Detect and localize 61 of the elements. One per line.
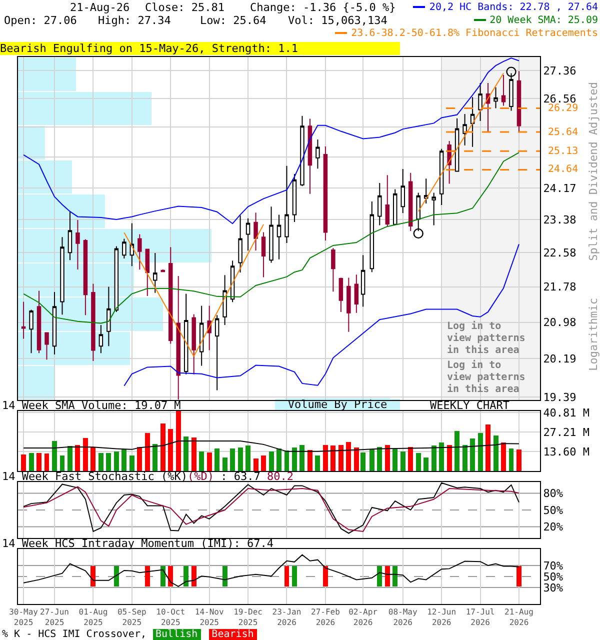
annotation: Log in to view patterns in this area: [447, 360, 526, 396]
x-tick-label: 01-Aug 2025: [78, 608, 108, 627]
x-tick-label: 21-Aug 2026: [504, 608, 534, 627]
legend-label: 23.6-38.2-50-61.8% Fibonacci Retracements: [351, 28, 598, 39]
ref-line-label: 25.64: [548, 127, 578, 138]
text: Low: 25.64: [200, 14, 266, 27]
ref-line-label: 26.29: [548, 103, 578, 114]
annotation: Log in to view patterns in this area: [447, 321, 526, 357]
annotation: 80.2: [266, 470, 294, 483]
y-tick-label: 20.98: [543, 316, 576, 330]
text: Bearish Engulfing on 15-May-26, Strength: 1.1: [0, 42, 400, 55]
y-tick-label: 50%: [543, 504, 564, 517]
x-tick-label: 12-Jun 2026: [427, 608, 456, 627]
text: 21-Aug-26: [70, 1, 130, 14]
annotation: WEEKLY CHART: [430, 399, 510, 412]
text: High: 27.34: [98, 14, 171, 27]
text: (%K): [160, 470, 188, 483]
text: Bearish: [208, 629, 257, 640]
chart-title: 14 Week Fast Stochastic: [2, 470, 154, 483]
y-tick-label: 70%: [543, 559, 564, 572]
text: Bullish: [152, 629, 201, 640]
legend-title: % K - HCS IMI Crossover,: [2, 629, 146, 640]
x-tick-label: 10-Oct 2025: [156, 608, 186, 627]
y-tick-label: 27.36: [543, 64, 576, 78]
text: Open: 27.06: [4, 14, 77, 27]
x-tick-label: 14-Nov 2025: [194, 608, 224, 627]
y-tick-label: 30%: [543, 581, 564, 594]
x-tick-label: 27-Feb 2026: [310, 608, 340, 627]
y-tick-label: 19.39: [543, 390, 576, 404]
text: Change: -1.36 {-5.0 %}: [250, 1, 396, 14]
x-tick-label: 02-Apr 2026: [348, 608, 378, 627]
x-tick-label: 30-May 2025: [9, 608, 38, 627]
legend-label: 20 Week SMA: 25.09: [490, 15, 598, 26]
y-tick-label: 80%: [543, 487, 564, 500]
y-tick-label: 40.81 M: [543, 406, 590, 420]
y-tick-label: 20%: [543, 520, 564, 534]
y-tick-label: 27.21 M: [543, 426, 590, 439]
y-tick-label: 23.38: [543, 213, 576, 226]
y-tick-label: 24.17: [543, 182, 576, 195]
text: 14 Week SMA Volume: 19.07 M: [2, 399, 181, 412]
y-tick-label: 21.78: [543, 280, 576, 294]
x-tick-label: 05-Sep 2025: [117, 608, 147, 627]
y-tick-label: 50%: [543, 570, 564, 584]
x-tick-label: 23-Jan 2026: [272, 608, 302, 627]
ref-line-label: 24.64: [548, 164, 578, 175]
y-axis-title: Split and Dividend Adjusted: [587, 82, 600, 261]
text: (%D): [187, 470, 214, 483]
text: Vol: 15,063,134: [288, 14, 388, 27]
x-tick-label: 19-Dec 2025: [234, 608, 263, 627]
text: Close: 25.81: [145, 1, 224, 14]
legend-label: 20,2 HC Bands: 22.78 , 27.64: [429, 2, 598, 13]
y-tick-label: 13.60 M: [543, 445, 590, 458]
y-tick-label: 22.58: [543, 246, 576, 260]
annotation: : 63.7: [220, 470, 260, 483]
text: Logarithmic: [587, 298, 600, 371]
x-tick-label: 27-Jun 2025: [40, 608, 70, 627]
x-tick-label: 08-May 2026: [388, 608, 418, 627]
y-tick-label: 20.19: [543, 352, 576, 366]
chart-title: 14 Week HCS Intraday Momentum (IMI): 67.4: [2, 537, 274, 550]
x-tick-label: 17-Jul 2026: [466, 608, 495, 627]
ref-line-label: 25.13: [548, 146, 578, 157]
